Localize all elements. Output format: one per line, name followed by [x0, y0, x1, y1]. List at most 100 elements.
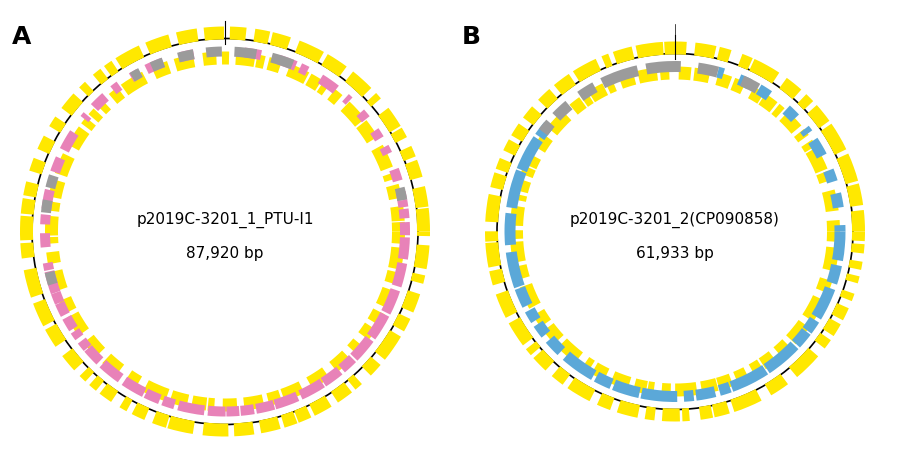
Wedge shape: [388, 247, 404, 270]
Wedge shape: [20, 216, 33, 240]
Wedge shape: [328, 89, 343, 105]
Wedge shape: [664, 42, 687, 55]
Wedge shape: [716, 47, 732, 63]
Wedge shape: [378, 108, 400, 132]
Wedge shape: [647, 381, 655, 395]
Wedge shape: [294, 406, 311, 423]
Wedge shape: [851, 232, 865, 241]
Wedge shape: [392, 313, 410, 332]
Wedge shape: [616, 400, 640, 418]
Wedge shape: [513, 194, 527, 202]
Wedge shape: [40, 233, 50, 248]
Wedge shape: [545, 336, 565, 355]
Wedge shape: [823, 247, 839, 272]
Wedge shape: [202, 422, 229, 437]
Wedge shape: [40, 214, 50, 225]
Wedge shape: [716, 374, 734, 390]
Wedge shape: [179, 50, 194, 62]
Wedge shape: [398, 237, 410, 260]
Wedge shape: [45, 216, 58, 236]
Wedge shape: [21, 198, 36, 215]
Wedge shape: [412, 186, 428, 208]
Wedge shape: [511, 124, 529, 142]
Wedge shape: [144, 58, 165, 74]
Wedge shape: [45, 237, 58, 244]
Wedge shape: [243, 394, 265, 410]
Wedge shape: [485, 242, 501, 268]
Wedge shape: [234, 421, 255, 436]
Wedge shape: [662, 383, 670, 396]
Text: p2019C-3201_1_PTU-I1: p2019C-3201_1_PTU-I1: [136, 212, 314, 228]
Wedge shape: [100, 360, 123, 382]
Wedge shape: [496, 158, 512, 173]
Wedge shape: [85, 345, 104, 364]
Wedge shape: [749, 359, 764, 376]
Wedge shape: [534, 350, 554, 370]
Wedge shape: [222, 398, 238, 412]
Wedge shape: [55, 301, 70, 317]
Wedge shape: [601, 54, 613, 69]
Wedge shape: [786, 320, 809, 344]
Wedge shape: [641, 388, 678, 402]
Wedge shape: [718, 382, 732, 396]
Wedge shape: [318, 75, 339, 94]
Wedge shape: [553, 101, 572, 121]
Wedge shape: [582, 357, 595, 372]
Wedge shape: [295, 41, 324, 63]
Wedge shape: [635, 42, 663, 58]
Wedge shape: [93, 69, 108, 85]
Wedge shape: [309, 395, 331, 416]
Wedge shape: [298, 63, 310, 76]
Wedge shape: [382, 288, 400, 314]
Wedge shape: [100, 383, 118, 402]
Wedge shape: [832, 232, 845, 261]
Wedge shape: [823, 318, 841, 336]
Wedge shape: [202, 52, 217, 66]
Wedge shape: [840, 289, 854, 301]
Wedge shape: [792, 328, 811, 348]
Wedge shape: [55, 153, 75, 177]
Wedge shape: [396, 191, 407, 201]
Wedge shape: [45, 270, 60, 294]
Wedge shape: [516, 179, 531, 193]
Wedge shape: [79, 82, 94, 97]
Wedge shape: [679, 67, 691, 80]
Wedge shape: [756, 85, 772, 100]
Wedge shape: [594, 372, 614, 389]
Wedge shape: [684, 390, 694, 402]
Wedge shape: [50, 269, 68, 292]
Wedge shape: [591, 363, 609, 381]
Wedge shape: [347, 375, 362, 390]
Wedge shape: [84, 335, 105, 357]
Wedge shape: [129, 69, 141, 82]
Wedge shape: [759, 94, 778, 113]
Wedge shape: [340, 101, 365, 127]
Wedge shape: [410, 273, 425, 284]
Wedge shape: [400, 146, 416, 161]
Wedge shape: [505, 213, 517, 245]
Wedge shape: [801, 140, 816, 152]
Wedge shape: [510, 230, 523, 239]
Wedge shape: [240, 404, 255, 416]
Wedge shape: [846, 183, 863, 207]
Wedge shape: [203, 26, 224, 41]
Wedge shape: [62, 348, 84, 370]
Wedge shape: [567, 377, 596, 401]
Wedge shape: [41, 200, 53, 213]
Wedge shape: [331, 382, 352, 402]
Wedge shape: [208, 406, 226, 417]
Wedge shape: [391, 128, 407, 143]
Wedge shape: [547, 111, 572, 136]
Wedge shape: [417, 232, 430, 236]
Wedge shape: [306, 368, 329, 389]
Wedge shape: [525, 154, 541, 169]
Wedge shape: [573, 59, 601, 82]
Wedge shape: [115, 45, 144, 69]
Wedge shape: [496, 290, 518, 318]
Wedge shape: [816, 170, 832, 184]
Wedge shape: [544, 323, 563, 344]
Wedge shape: [367, 312, 389, 339]
Wedge shape: [610, 371, 631, 389]
Wedge shape: [405, 160, 423, 180]
Wedge shape: [485, 232, 499, 242]
